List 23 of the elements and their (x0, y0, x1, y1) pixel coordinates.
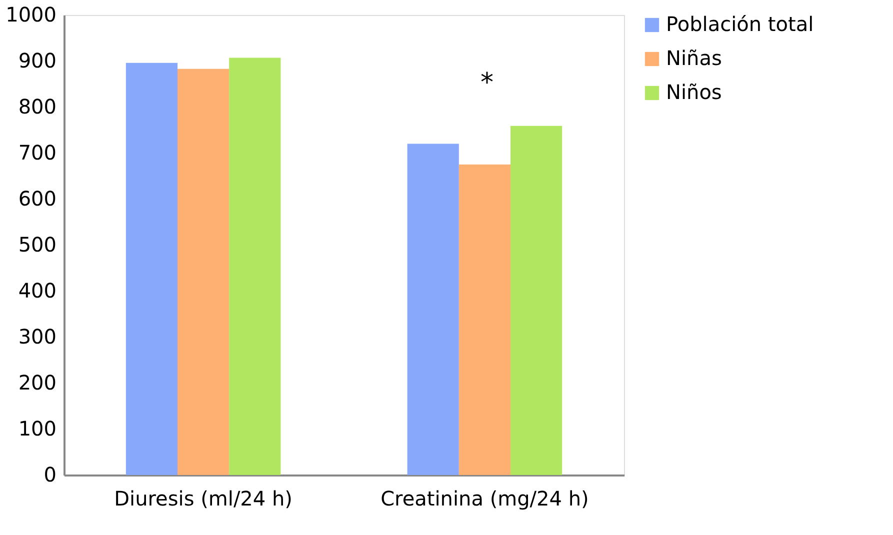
x-tick-label: Creatinina (mg/24 h) (380, 486, 589, 510)
legend-label: Población total (666, 12, 814, 36)
y-tick-label: 100 (18, 416, 56, 440)
legend-label: Niños (666, 80, 722, 104)
y-tick-label: 700 (18, 140, 56, 164)
bar (458, 164, 510, 475)
bar (510, 126, 562, 475)
bar (178, 68, 230, 475)
bar (126, 62, 178, 475)
x-tick-label: Diuresis (ml/24 h) (114, 486, 292, 510)
legend-label: Niñas (666, 46, 722, 70)
y-tick-label: 1000 (6, 2, 56, 26)
bar (229, 58, 281, 475)
y-tick-label: 400 (18, 278, 56, 302)
y-tick-label: 800 (18, 94, 56, 118)
y-tick-label: 600 (18, 186, 56, 210)
annotation: * (480, 68, 494, 98)
y-tick-label: 900 (18, 48, 56, 72)
y-tick-label: 500 (18, 232, 56, 256)
y-tick-label: 200 (18, 370, 56, 394)
y-tick-label: 0 (44, 462, 56, 486)
bar (407, 144, 459, 475)
y-tick-label: 300 (18, 324, 56, 348)
